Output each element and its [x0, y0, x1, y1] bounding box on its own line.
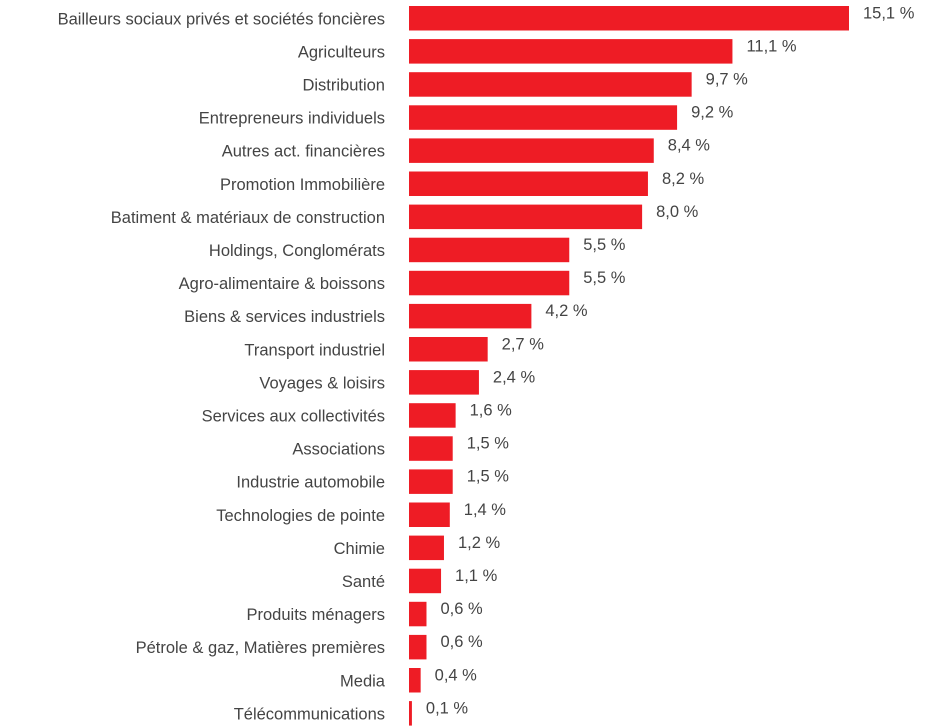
- bar: [409, 403, 456, 428]
- value-label: 0,4 %: [435, 666, 478, 684]
- value-label: 0,6 %: [440, 600, 483, 618]
- value-label: 2,4 %: [493, 368, 536, 386]
- bar: [409, 535, 444, 561]
- category-label: Industrie automobile: [236, 474, 385, 492]
- bar: [409, 601, 427, 627]
- bar: [409, 303, 532, 329]
- value-label: 2,7 %: [502, 335, 545, 353]
- value-label: 1,1 %: [455, 567, 498, 585]
- category-label: Bailleurs sociaux privés et sociétés fon…: [58, 10, 385, 28]
- category-label: Autres act. financières: [222, 143, 385, 161]
- value-label: 1,6 %: [470, 401, 513, 419]
- bar: [409, 39, 733, 64]
- category-label: Services aux collectivités: [202, 407, 385, 425]
- bar: [409, 171, 648, 196]
- bar: [409, 469, 453, 494]
- category-label: Voyages & loisirs: [259, 374, 385, 392]
- value-label: 0,6 %: [440, 633, 483, 651]
- value-label: 1,4 %: [464, 501, 507, 519]
- bar: [409, 138, 654, 163]
- value-label: 1,5 %: [467, 468, 510, 486]
- bar: [409, 105, 678, 130]
- category-label: Agriculteurs: [298, 43, 385, 61]
- category-label: Télécommunications: [234, 705, 385, 723]
- bar: [409, 337, 488, 362]
- category-label: Technologies de pointe: [216, 507, 385, 525]
- value-label: 4,2 %: [545, 302, 588, 320]
- category-label: Agro-alimentaire & boissons: [179, 275, 385, 293]
- category-label: Pétrole & gaz, Matières premières: [136, 639, 385, 657]
- value-label: 5,5 %: [583, 269, 626, 287]
- bar: [409, 72, 692, 97]
- bar: [409, 436, 453, 461]
- category-label: Produits ménagers: [247, 606, 386, 624]
- bar: [409, 701, 412, 726]
- category-label: Distribution: [302, 76, 385, 94]
- category-label: Media: [340, 672, 386, 690]
- value-label: 8,2 %: [662, 170, 705, 188]
- bar: [409, 270, 570, 296]
- category-label: Santé: [342, 573, 385, 591]
- value-label: 9,2 %: [691, 104, 734, 122]
- category-label: Promotion Immobilière: [220, 176, 385, 194]
- category-label: Batiment & matériaux de construction: [111, 209, 385, 227]
- value-label: 1,5 %: [467, 435, 510, 453]
- bar: [409, 668, 421, 693]
- category-label: Biens & services industriels: [184, 308, 385, 326]
- category-label: Entrepreneurs individuels: [199, 110, 385, 128]
- value-label: 5,5 %: [583, 236, 626, 254]
- value-label: 0,1 %: [426, 699, 469, 717]
- category-label: Transport industriel: [244, 341, 385, 359]
- bar: [409, 237, 570, 263]
- bar: [409, 204, 643, 230]
- bar: [409, 568, 442, 594]
- category-label: Holdings, Conglomérats: [209, 242, 385, 260]
- category-label: Chimie: [334, 540, 385, 558]
- category-label: Associations: [292, 441, 385, 459]
- value-label: 15,1 %: [863, 4, 915, 22]
- value-label: 8,0 %: [656, 203, 699, 221]
- value-label: 8,4 %: [668, 137, 711, 155]
- value-label: 1,2 %: [458, 534, 501, 552]
- value-label: 11,1 %: [746, 37, 796, 55]
- value-label: 9,7 %: [706, 70, 749, 88]
- bar: [409, 502, 450, 527]
- bar: [409, 634, 427, 660]
- bar: [409, 6, 849, 31]
- bar: [409, 370, 479, 395]
